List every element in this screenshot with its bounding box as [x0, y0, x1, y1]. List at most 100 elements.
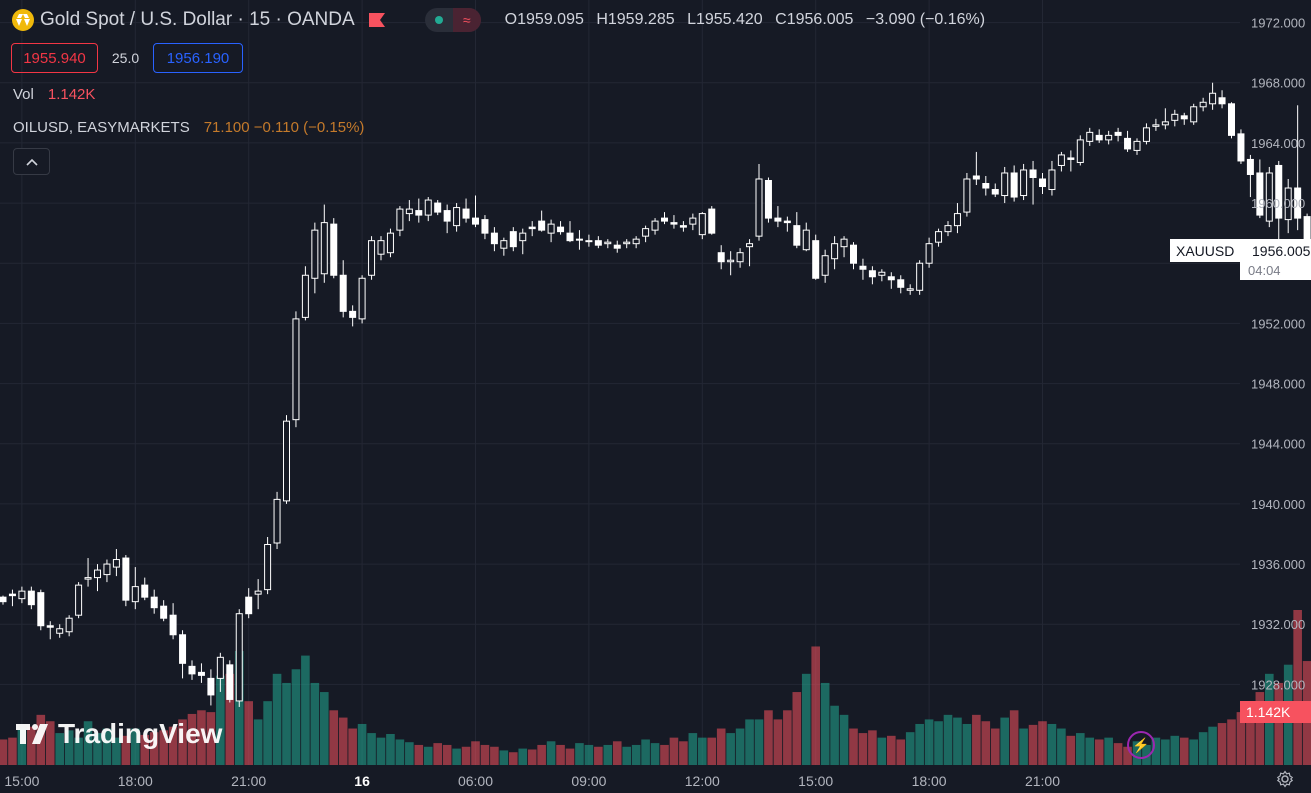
candle-body: [235, 613, 243, 702]
candle-body: [878, 271, 886, 276]
candle-body: [906, 288, 914, 291]
y-tick-label: 1928.000: [1251, 677, 1305, 692]
candle-body: [1256, 172, 1264, 216]
trade-panel: 1955.940 25.0 1956.190: [11, 43, 243, 73]
candle-body: [197, 671, 205, 676]
volume-bar: [1236, 712, 1246, 765]
volume-bar: [310, 682, 320, 765]
candle: [462, 198, 470, 223]
bar-countdown: 04:04: [1240, 261, 1311, 280]
candle: [254, 579, 262, 610]
volume-bar: [726, 733, 735, 765]
candle: [547, 219, 555, 243]
candle-body: [575, 238, 583, 241]
candle: [708, 206, 716, 235]
volume-bar: [1179, 737, 1189, 765]
candle-body: [169, 614, 177, 636]
candle-body: [27, 590, 35, 606]
volume-bar: [1028, 724, 1038, 765]
price-tag-value: 1956.005: [1252, 242, 1311, 259]
symbol-title[interactable]: Gold Spot / U.S. Dollar · 15 · OANDA: [40, 9, 355, 30]
volume-bar: [584, 744, 594, 765]
candle-body: [802, 229, 810, 251]
candle-body: [840, 238, 848, 248]
candle: [661, 212, 668, 225]
candle: [415, 198, 423, 223]
candle: [623, 239, 631, 249]
volume-legend[interactable]: Vol 1.142K: [13, 86, 95, 103]
candle: [216, 652, 224, 692]
candle: [991, 183, 999, 198]
candle-body: [434, 202, 442, 213]
candle-body: [1171, 113, 1179, 121]
volume-bar: [452, 748, 461, 765]
y-tick-label: 1936.000: [1251, 557, 1305, 572]
volume-bar: [461, 746, 471, 765]
candle-body: [613, 244, 621, 249]
candle: [377, 236, 385, 261]
candle: [698, 212, 706, 240]
lightning-icon[interactable]: ⚡: [1127, 731, 1155, 759]
candle: [812, 234, 820, 280]
volume-bar: [1161, 739, 1170, 765]
compare-value: 71.100 −0.110 (−0.15%): [203, 119, 365, 136]
candle-body: [623, 241, 631, 245]
candle-body: [1001, 172, 1009, 197]
x-tick-label: 06:00: [458, 773, 493, 789]
candle-body: [528, 226, 536, 230]
volume-bar: [480, 744, 490, 765]
settings-gear-icon[interactable]: [1276, 770, 1294, 788]
candle-body: [783, 220, 791, 224]
candle: [481, 215, 489, 240]
buy-button[interactable]: 1956.190: [153, 43, 243, 73]
candle-body: [774, 217, 782, 222]
candle: [1039, 172, 1046, 195]
candle-body: [8, 593, 16, 597]
flag-icon[interactable]: [368, 13, 385, 27]
gold-coin-icon[interactable]: [12, 9, 34, 31]
candle: [1076, 135, 1084, 166]
candle-body: [812, 240, 820, 279]
volume-bar: [0, 739, 8, 765]
candle: [472, 195, 479, 228]
volume-bar: [716, 728, 726, 765]
candle: [878, 269, 886, 282]
market-status-pill[interactable]: ≈: [424, 8, 481, 32]
candle: [935, 228, 943, 247]
volume-bar: [320, 692, 329, 765]
y-tick-label: 1948.000: [1251, 377, 1305, 392]
volume-bar: [405, 742, 414, 765]
candle-body: [1010, 172, 1018, 198]
candle: [566, 221, 574, 243]
candle: [235, 609, 243, 707]
tradingview-watermark[interactable]: TradingView: [16, 718, 222, 750]
volume-bar: [1198, 732, 1208, 765]
candle-body: [18, 590, 26, 600]
candle-body: [0, 596, 7, 603]
candle: [783, 216, 791, 232]
candle: [188, 660, 196, 680]
candle-body: [1039, 178, 1046, 188]
compare-legend[interactable]: OILUSD, EASYMARKETS 71.100 −0.110 (−0.15%…: [13, 119, 364, 136]
candle: [453, 203, 461, 232]
candle: [1010, 165, 1018, 202]
candle-body: [264, 544, 272, 591]
candle: [500, 237, 508, 256]
candle-body: [850, 244, 857, 264]
candle: [953, 203, 961, 234]
volume-bar: [159, 730, 168, 765]
volume-bar: [518, 748, 528, 765]
volume-bar: [45, 721, 55, 765]
candle: [1114, 127, 1122, 142]
volume-bar: [594, 746, 603, 765]
volume-bar: [650, 743, 660, 765]
wave-icon: ≈: [452, 8, 481, 32]
volume-bar: [858, 733, 868, 765]
sell-button[interactable]: 1955.940: [11, 43, 98, 73]
x-tick-label: 12:00: [685, 773, 720, 789]
volume-bar: [83, 721, 93, 765]
collapse-legend-button[interactable]: [13, 148, 50, 175]
candle-body: [1048, 169, 1056, 191]
